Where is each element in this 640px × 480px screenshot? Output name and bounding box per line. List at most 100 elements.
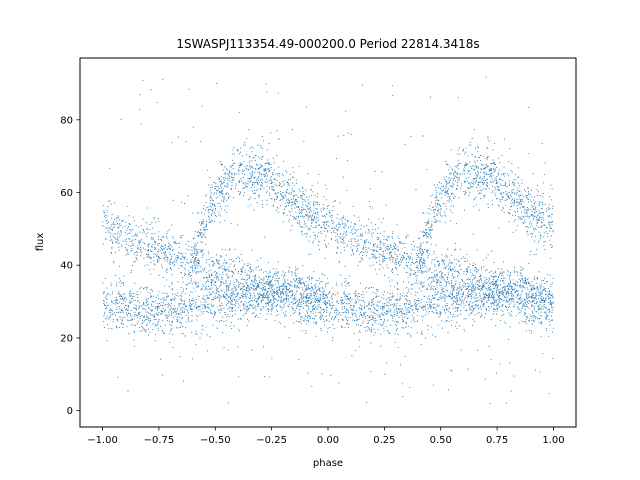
data-point [495,292,497,294]
data-point [173,265,175,267]
data-point [292,307,294,309]
data-point [194,260,196,262]
data-point [541,286,543,288]
data-point [451,324,453,326]
data-point [543,299,545,301]
data-point [492,313,494,315]
data-point [240,253,242,255]
data-point [324,296,326,299]
data-point [272,295,274,297]
data-point [449,295,451,298]
data-point [483,304,485,306]
data-point [177,321,179,323]
data-point [245,297,247,300]
data-point [120,309,122,312]
data-point [216,289,218,291]
data-point [472,293,474,295]
data-point [529,291,531,293]
data-point [315,311,317,313]
data-point [397,249,400,251]
data-point [176,258,178,260]
data-point [131,247,133,250]
data-point [208,294,211,296]
data-point [360,238,362,240]
data-point [231,274,233,277]
data-point [435,289,437,291]
data-point [313,295,315,297]
data-point [102,221,104,223]
data-point [267,308,269,310]
data-point [539,309,541,311]
data-point [326,282,328,284]
data-point [391,248,393,250]
data-point [124,297,126,299]
data-point [392,316,394,318]
data-point [301,317,303,319]
data-point [151,303,153,305]
data-point [207,306,209,308]
data-point [211,293,213,295]
data-point [539,308,541,310]
data-point [281,291,283,293]
data-point [286,293,288,295]
data-point [139,330,141,332]
data-point [145,299,147,301]
data-point [415,282,417,284]
data-point [135,299,137,301]
data-point [300,282,302,284]
data-point [185,288,188,290]
data-point [368,302,370,304]
data-point [551,302,553,304]
data-point [246,290,248,292]
data-point [456,289,458,291]
data-point [462,291,464,294]
data-point [156,261,159,263]
data-point [203,305,205,307]
data-point [249,307,251,309]
data-point [443,260,445,262]
data-point [222,271,224,273]
data-point [295,266,297,268]
data-point [510,298,512,300]
data-point [134,282,136,284]
data-point [251,283,253,286]
data-point [265,305,267,308]
data-point [219,268,221,270]
data-point [201,249,203,252]
data-point [444,263,446,265]
data-point [416,320,418,323]
data-point [535,316,537,318]
data-point [182,288,184,290]
data-point [465,282,467,284]
data-point [397,346,399,348]
data-point [459,265,461,267]
data-point [380,306,382,308]
data-point [192,297,194,300]
data-point [267,277,269,279]
data-point [497,295,499,297]
data-point [457,271,459,273]
data-point [284,315,286,317]
data-point [268,299,270,301]
data-point [458,260,460,262]
data-point [161,319,163,321]
data-point [367,330,369,332]
data-point [391,292,394,294]
data-point [252,304,254,306]
data-point [492,279,494,281]
data-point [428,295,430,297]
data-point [188,301,190,303]
data-point [336,284,338,286]
data-point [284,279,286,281]
data-point [375,296,377,298]
data-point [140,240,142,242]
data-point [504,277,506,279]
data-point [211,281,213,284]
data-point [248,298,251,300]
data-point [476,283,479,286]
data-point [509,279,511,281]
data-point [376,250,378,252]
data-point [519,312,521,314]
data-point [525,306,527,308]
data-point [115,296,117,298]
